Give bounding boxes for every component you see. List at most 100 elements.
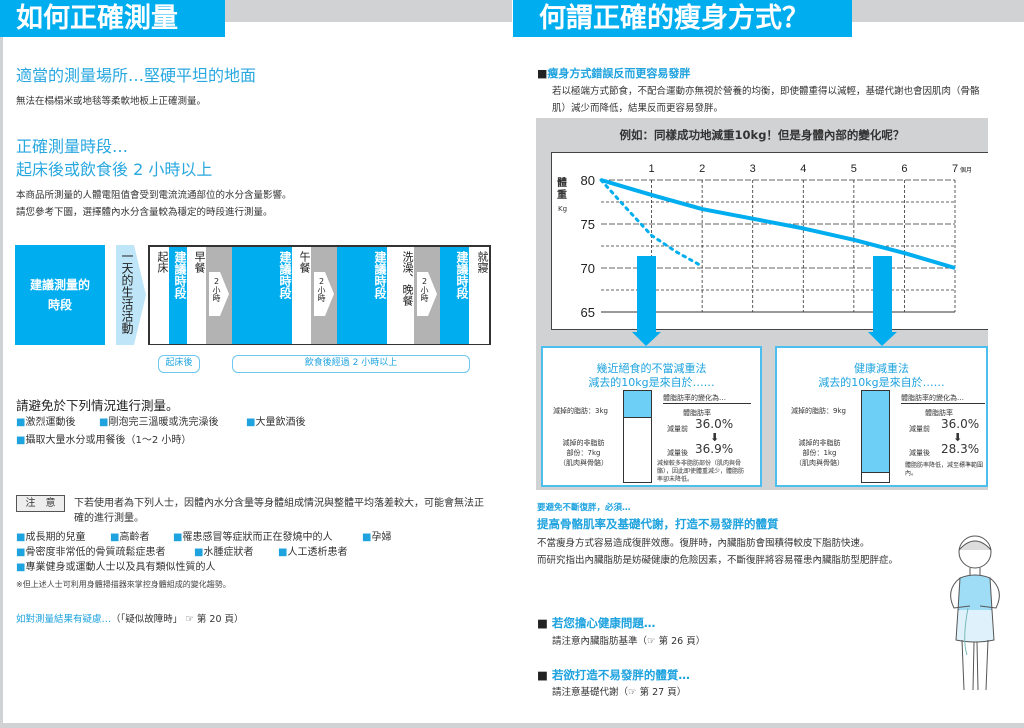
y-axis-unit: Kg [558, 205, 568, 213]
pointing-hand-icon: ☞ [185, 614, 194, 625]
t: 減掉的非脂肪 [562, 439, 605, 447]
bracket-label: 飲食後經過 2 小時以上 [232, 355, 470, 373]
timeline-column-white: 起床 [150, 247, 169, 344]
troubleshoot-link[interactable]: 如對測量結果有疑慮…（「疑似故障時」 ☞ 第 20 頁） [16, 611, 244, 625]
avoid-item: 攝取大量水分或用餐後（1～2 小時） [16, 433, 191, 448]
health-link[interactable]: 請注意內臟脂肪基準（☞ 第 26 頁） [552, 633, 705, 650]
header-band [852, 0, 1024, 22]
timeline-column-blue: 建議時段 [232, 247, 292, 344]
before-label: 減量前 [909, 425, 930, 433]
duration-label: 2小時 [420, 277, 429, 302]
series-line-dotted [599, 178, 704, 268]
item-text: 孕婦 [371, 532, 392, 543]
change-heading: 體脂肪率的變化為… [663, 393, 751, 404]
avoid-text: 不當瘦身方式容易造成復胖效應。復胖時，內臟脂肪會囤積得較皮下脂肪快速。 而研究指出… [537, 535, 927, 569]
x-tick-label: 6 [901, 163, 907, 175]
t: 減掉的非脂肪 [798, 439, 841, 447]
t: （肌肉與骨骼） [795, 459, 844, 467]
y-tick-label: 75 [581, 217, 595, 232]
caution-item: 高齡者 [110, 530, 149, 545]
caution-item: 水腫症狀者 [194, 545, 253, 560]
down-arrow-icon [873, 256, 892, 336]
down-arrow-icon [637, 256, 656, 336]
metabolism-link[interactable]: 請注意基礎代謝（☞ 第 27 頁） [552, 684, 686, 701]
footer-band [0, 723, 1024, 728]
wrong-heading: 瘦身方式錯誤反而更容易發胖 [537, 65, 690, 81]
box-note: 減掉較多非脂肪部份（肌肉與骨骼），因此即使體重減少，體脂肪率卻未降低。 [657, 460, 745, 483]
t: 請注意內臟脂肪基準（ [552, 636, 648, 647]
duration-label: 2小時 [317, 277, 326, 302]
x-tick-label: 3 [750, 163, 756, 175]
avoid-item: 剛泡完三溫暖或洗完澡後 [99, 415, 218, 430]
timeline-column-blue: 建議時段 [337, 247, 387, 344]
page-title: 何謂正確的瘦身方式？ [513, 0, 852, 37]
arrow-down-icon: ⬇ [953, 431, 963, 444]
item-text: 大量飲酒後 [255, 417, 306, 428]
nonfat-lost: 減掉的非脂肪 部份：1kg （肌肉與骨骼） [795, 438, 844, 468]
box-title-2: 減去的10kg是來自於…… [818, 376, 945, 389]
box-note: 體脂肪率降低，減至標準範圍內。 [905, 462, 984, 477]
t: 部份：7kg [566, 449, 601, 457]
after-label: 減量後 [667, 449, 688, 457]
fat-fill [624, 391, 651, 419]
link-text[interactable]: 如對測量結果有疑慮… [16, 614, 112, 625]
item-text: 人工透析患者 [287, 547, 348, 558]
t: 不當瘦身方式容易造成復胖效應。復胖時，內臟脂肪會囤積得較皮下脂肪快速。 [537, 538, 870, 549]
box-title-2: 減去的10kg是來自於…… [588, 376, 715, 389]
caution-note: ※但上述人士可利用身體掃描器來掌控身體組成的變化趨勢。 [16, 580, 231, 589]
link-page: 第 20 頁） [196, 614, 244, 625]
nonfat-lost: 減掉的非脂肪 部份：7kg （肌肉與骨骼） [559, 438, 608, 468]
caution-badge: 注 意 [16, 495, 65, 512]
time-heading: 正確測量時段… [16, 137, 129, 156]
item-text: 攝取大量水分或用餐後（1～2 小時） [25, 435, 192, 446]
time-heading-2: 起床後或飲食後 2 小時以上 [16, 160, 213, 179]
page-border [0, 37, 3, 728]
timeline-column-white: 洗澡、晚餐 [387, 247, 414, 344]
after-label: 減量後 [909, 449, 930, 457]
bracket-label: 起床後 [158, 355, 200, 373]
timeline: 起床 建議時段 早餐 2小時 建議時段 午餐 2小時 建議時段 洗澡、晚餐 2小時 建議時段 就寢 [148, 245, 491, 345]
timeline-column-white: 早餐 [187, 247, 206, 344]
chart-area [551, 152, 988, 330]
bracket-after-meals: 飲食後經過 2 小時以上 [232, 355, 470, 373]
heading-text: 若您擔心健康問題… [551, 616, 656, 630]
item-text: 專業健身或運動人士以及具有類似性質的人 [25, 562, 216, 573]
x-tick-label: 4 [800, 163, 806, 175]
healthy-method-box: 健康減重法 減去的10kg是來自於…… 減掉的脂肪：9kg 減掉的非脂肪 部份：1… [775, 346, 988, 487]
timeline-column-gray: 2小時 [311, 247, 337, 344]
caution-item: 成長期的兒童 [16, 530, 85, 545]
big-arrows [632, 256, 897, 346]
daily-activity-label: 一天的生活活動 [120, 250, 134, 334]
page-title: 如何正確測量 [0, 0, 225, 37]
pointing-hand-icon: ☞ [647, 636, 656, 647]
before-value: 36.0% [695, 417, 734, 431]
avoid-lead: 要避免不斷復胖，必須… [537, 503, 631, 513]
down-arrow-head [868, 332, 897, 346]
timeline-column-blue: 建議時段 [169, 247, 187, 344]
after-value: 36.9% [695, 442, 734, 456]
item-text: 骨密度非常低的骨質疏鬆症患者 [25, 547, 166, 558]
t: 部份：1kg [802, 449, 837, 457]
x-tick-label: 7 [952, 163, 958, 175]
item-text: 高齡者 [119, 532, 150, 543]
body-heading: 若欲打造不易發胖的體質… [537, 667, 690, 683]
bracket-after-waking: 起床後 [158, 355, 200, 373]
timeline-column-white: 就寢 [469, 247, 489, 344]
before-label: 減量前 [667, 425, 688, 433]
header-band [225, 0, 512, 22]
item-text: 水腫症狀者 [203, 547, 254, 558]
place-heading: 適當的測量場所…堅硬平坦的地面 [16, 66, 257, 85]
time-text-2: 請您參考下圖，選擇體內水分含量較為穩定的時段進行測量。 [16, 207, 273, 218]
x-tick-label: 5 [851, 163, 857, 175]
caution-item: 罹患感冒等症狀而正在發燒中的人 [173, 530, 332, 545]
wrong-text: 若以極端方式節食，不配合運動亦無視於營養的均衡，即使體重得以減輕，基礎代謝也會因… [552, 86, 980, 114]
item-text: 激烈運動後 [25, 417, 76, 428]
x-tick-label: 1 [649, 163, 655, 175]
page-ref[interactable]: 第 26 頁） [658, 636, 706, 647]
health-heading: 若您擔心健康問題… [537, 615, 656, 631]
change-heading: 體脂肪率的變化為… [901, 393, 985, 404]
avoid-heading: 請避免於下列情況進行測量。 [16, 398, 179, 413]
page-ref[interactable]: 第 27 頁） [639, 687, 687, 698]
item-text: 成長期的兒童 [25, 532, 86, 543]
before-value: 36.0% [941, 417, 980, 431]
